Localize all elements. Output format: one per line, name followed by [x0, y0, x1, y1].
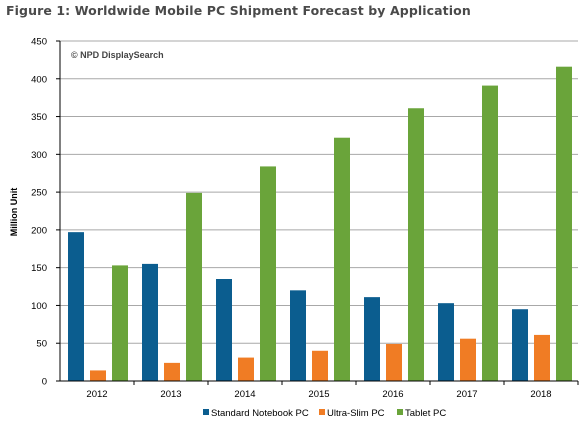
y-tick-labels: 0 50 100 150 200 250 300 350 400 450: [31, 37, 47, 388]
bar-tablet-2012: [112, 265, 128, 381]
bar-standard-notebook-2015: [290, 290, 306, 381]
legend-label-standard-notebook: Standard Notebook PC: [211, 408, 309, 419]
bar-standard-notebook-2014: [216, 279, 232, 381]
y-tick-label: 400: [31, 74, 47, 85]
bar-ultra-slim-2018: [534, 334, 550, 381]
bar-tablet-2014: [260, 166, 276, 381]
x-tick-label: 2016: [382, 389, 403, 400]
y-tick-label: 450: [31, 37, 47, 48]
gridlines: [60, 40, 578, 344]
bars: [68, 66, 572, 382]
x-tick-label: 2013: [160, 389, 181, 400]
x-tick-label: 2018: [530, 389, 551, 400]
y-tick-label: 100: [31, 301, 47, 312]
figure-title: Figure 1: Worldwide Mobile PC Shipment F…: [6, 3, 471, 18]
bar-ultra-slim-2014: [238, 357, 254, 381]
y-tick-label: 350: [31, 112, 47, 123]
legend-label-tablet: Tablet PC: [405, 408, 446, 419]
bar-standard-notebook-2013: [142, 263, 158, 381]
x-tick-label: 2017: [456, 389, 477, 400]
bar-ultra-slim-2017: [460, 338, 476, 381]
y-tick-label: 0: [42, 377, 47, 388]
x-tick-label: 2015: [308, 389, 329, 400]
bar-standard-notebook-2018: [512, 309, 528, 381]
x-tick-label: 2012: [86, 389, 107, 400]
bar-ultra-slim-2016: [386, 343, 402, 381]
bar-standard-notebook-2017: [438, 303, 454, 381]
bar-ultra-slim-2012: [90, 370, 106, 381]
bar-tablet-2018: [556, 66, 572, 381]
legend: Standard Notebook PC Ultra-Slim PC Tablet …: [203, 408, 446, 419]
bar-tablet-2017: [482, 85, 498, 382]
y-tick-label: 150: [31, 263, 47, 274]
bar-ultra-slim-2015: [312, 350, 328, 381]
bar-tablet-2016: [408, 108, 424, 381]
legend-label-ultra-slim: Ultra-Slim PC: [327, 408, 385, 419]
y-tick-label: 200: [31, 225, 47, 236]
legend-swatch-standard-notebook: [203, 409, 209, 415]
legend-swatch-tablet: [397, 409, 403, 415]
y-tick-label: 300: [31, 150, 47, 161]
bar-standard-notebook-2016: [364, 297, 380, 381]
legend-swatch-ultra-slim: [319, 409, 325, 415]
axes: [56, 40, 579, 385]
y-axis-label: Million Unit: [9, 188, 19, 237]
y-tick-label: 50: [36, 339, 47, 350]
bar-standard-notebook-2012: [68, 232, 84, 381]
y-tick-label: 250: [31, 188, 47, 199]
bar-ultra-slim-2013: [164, 362, 180, 381]
bar-tablet-2015: [334, 137, 350, 381]
watermark: © NPD DisplaySearch: [71, 50, 164, 60]
bar-tablet-2013: [186, 192, 202, 381]
x-tick-labels: 2012 2013 2014 2015 2016 2017 2018: [86, 389, 551, 400]
x-tick-label: 2014: [234, 389, 255, 400]
